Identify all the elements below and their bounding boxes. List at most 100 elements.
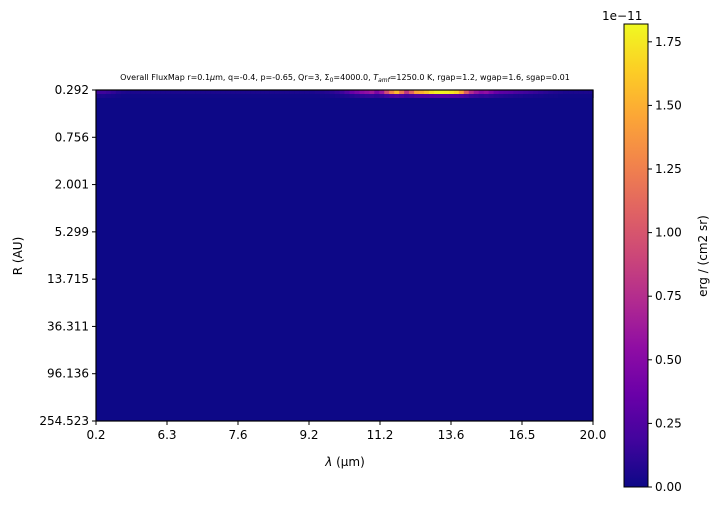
heatmap-cell (543, 94, 549, 98)
heatmap-cell (409, 94, 415, 98)
heatmap-cell (563, 90, 569, 94)
colorbar-tick-label: 1.00 (655, 226, 682, 240)
heatmap-cell (354, 90, 361, 94)
heatmap-cell (100, 90, 107, 94)
colorbar-tick-label: 0.50 (655, 353, 682, 367)
heatmap-cell (245, 94, 251, 98)
heatmap-cell (205, 90, 211, 94)
heatmap-cell (96, 94, 102, 98)
heatmap-cell (344, 90, 351, 94)
heatmap-cell (260, 94, 266, 98)
heatmap-cell (180, 94, 187, 98)
x-tick-label: 13.6 (438, 428, 465, 442)
heatmap-cell (329, 94, 336, 98)
heatmap-cell (374, 90, 380, 94)
heatmap-cell (130, 90, 137, 94)
heatmap-cell (568, 94, 574, 98)
y-axis: 0.292 0.756 2.001 5.299 13.715 36.311 96.136 25… (39, 83, 96, 428)
heatmap-cell (409, 90, 415, 94)
heatmap-cell (453, 94, 460, 98)
heatmap-cell (438, 94, 445, 98)
colorbar-gradient (623, 23, 649, 488)
heatmap-cell (319, 94, 326, 98)
heatmap-cell (463, 90, 470, 94)
heatmap-cell (190, 90, 196, 94)
heatmap-cell (150, 94, 157, 98)
x-tick-label: 9.2 (299, 428, 318, 442)
heatmap-cell (125, 90, 132, 94)
y-tick-label: 254.523 (39, 414, 89, 428)
heatmap-cell (553, 90, 559, 94)
heatmap-cell (553, 94, 559, 98)
heatmap-cell (443, 94, 450, 98)
heatmap-cell (394, 90, 400, 94)
heatmap-cell (284, 90, 291, 94)
heatmap-cell (165, 90, 172, 94)
heatmap-cell (468, 94, 475, 98)
y-tick-label: 13.715 (47, 272, 89, 286)
heatmap-cell (349, 90, 356, 94)
heatmap-cell (130, 94, 137, 98)
heatmap-cell (299, 90, 306, 94)
heatmap-cell (379, 90, 385, 94)
heatmap-cell (170, 90, 177, 94)
heatmap-cell (279, 90, 286, 94)
heatmap-cell (493, 90, 500, 94)
heatmap-cell (573, 94, 579, 98)
heatmap-cell (359, 94, 365, 98)
heatmap-cell (503, 90, 510, 94)
heatmap-cell (185, 90, 192, 94)
heatmap-cell (498, 90, 505, 94)
heatmap-cell (279, 94, 286, 98)
heatmap-cell (543, 90, 549, 94)
heatmap-cell (190, 94, 196, 98)
heatmap-cell (309, 90, 316, 94)
heatmap-cell (319, 90, 326, 94)
heatmap-cell (458, 94, 465, 98)
heatmap-cell (438, 90, 445, 94)
heatmap-cell (558, 94, 564, 98)
heatmap-cell (568, 90, 574, 94)
heatmap-cell (533, 94, 539, 98)
x-tick-label: 6.3 (157, 428, 176, 442)
colorbar-tick-label: 1.50 (655, 98, 682, 112)
x-tick-label: 16.5 (509, 428, 536, 442)
heatmap-cell (364, 90, 370, 94)
heatmap-cell (419, 90, 425, 94)
heatmap-cell (493, 94, 500, 98)
heatmap-cell (578, 94, 584, 98)
heatmap-cell (384, 94, 390, 98)
heatmap-cell (588, 94, 594, 98)
heatmap-cell (483, 94, 490, 98)
x-tick-label: 11.2 (367, 428, 394, 442)
heatmap-cell (548, 90, 554, 94)
heatmap-cell (240, 90, 246, 94)
heatmap-cell (513, 94, 520, 98)
heatmap-cell (155, 94, 162, 98)
heatmap-cell (473, 90, 480, 94)
heatmap-cell (210, 90, 216, 94)
heatmap-cell (264, 94, 271, 98)
heatmap-cell (304, 94, 311, 98)
heatmap-cell (394, 94, 400, 98)
heatmap-cell (339, 90, 346, 94)
heatmap-cell (185, 94, 192, 98)
y-tick-label: 96.136 (47, 367, 89, 381)
heatmap-cell (274, 90, 281, 94)
heatmap-cell (180, 90, 187, 94)
colorbar-tick-label: 1.25 (655, 162, 682, 176)
heatmap-cell (458, 90, 465, 94)
heatmap-background (96, 90, 593, 421)
plot-frame (95, 89, 594, 422)
heatmap-cell (269, 94, 276, 98)
colorbar-offset-text: 1e−11 (602, 9, 642, 23)
heatmap-cell (245, 90, 251, 94)
y-tick-label: 36.311 (47, 319, 89, 333)
x-tick-label: 20.0 (580, 428, 607, 442)
heatmap-cell (220, 94, 226, 98)
heatmap-cell (240, 94, 246, 98)
heatmap-cell (314, 90, 321, 94)
heatmap-cell (364, 94, 370, 98)
heatmap-cell (523, 94, 529, 98)
heatmap-cell (200, 90, 206, 94)
